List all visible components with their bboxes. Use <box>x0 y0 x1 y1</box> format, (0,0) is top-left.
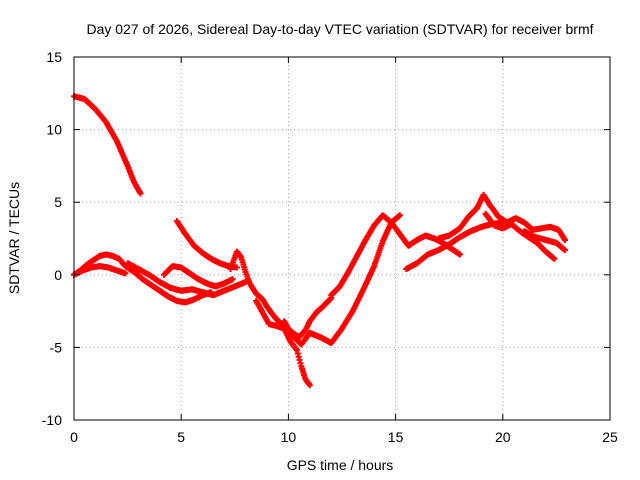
tick-layer: 0 5 10 15 20 25 -10 -5 0 5 10 15 <box>42 49 618 445</box>
series-points <box>124 260 249 299</box>
y-tick-label: 10 <box>46 122 62 138</box>
series-arc-d <box>124 260 249 299</box>
x-tick-label: 0 <box>70 429 78 445</box>
y-tick-label: -5 <box>50 339 63 355</box>
series-points <box>435 191 568 243</box>
series-arc-l <box>435 191 568 243</box>
series-arc-h <box>253 297 313 389</box>
series-arc-i <box>281 212 403 348</box>
series-arc-e <box>161 263 236 290</box>
y-tick-label: 5 <box>54 194 62 210</box>
series-points <box>253 297 313 389</box>
grid-layer <box>74 57 610 420</box>
x-tick-label: 20 <box>495 429 511 445</box>
y-tick-label: 0 <box>54 267 62 283</box>
plot-frame <box>73 56 611 421</box>
chart-title: Day 027 of 2026, Sidereal Day-to-day VTE… <box>86 21 593 37</box>
series-points <box>521 228 568 254</box>
x-tick-label: 15 <box>388 429 404 445</box>
series-points <box>161 263 236 290</box>
x-axis-label: GPS time / hours <box>287 457 394 473</box>
x-tick-label: 10 <box>281 429 297 445</box>
y-tick-label: -10 <box>42 412 62 428</box>
x-tick-label: 5 <box>177 429 185 445</box>
x-tick-label: 25 <box>602 429 618 445</box>
data-layer <box>71 93 568 389</box>
y-tick-label: 15 <box>46 49 62 65</box>
y-axis-label: SDTVAR / TECUs <box>6 182 22 294</box>
series-arc-n <box>521 228 568 254</box>
series-points <box>281 212 403 348</box>
